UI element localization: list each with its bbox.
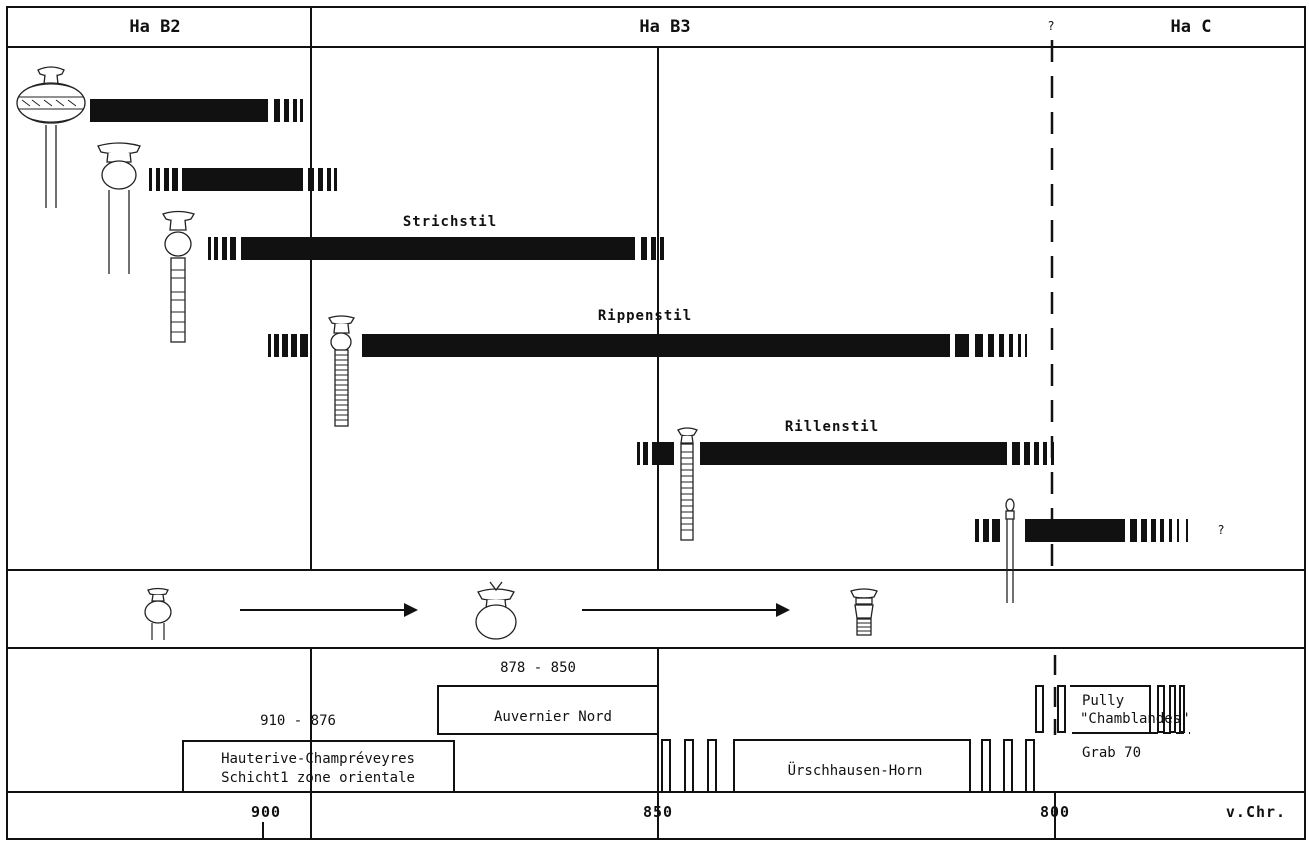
range-bar-rippenstil xyxy=(268,334,1027,357)
axis-unit: v.Chr. xyxy=(1226,803,1286,821)
axis-tick-800: 800 xyxy=(1040,803,1070,821)
hauterive-dates: 910 - 876 xyxy=(260,713,336,729)
evolution-pin-head-1-icon xyxy=(144,587,172,640)
pully-label-line1: Pully xyxy=(1082,693,1124,709)
period-ha-c: Ha C xyxy=(1171,17,1212,37)
pin-icon-thin-late xyxy=(1005,498,1015,603)
outer-frame xyxy=(6,6,1306,840)
evolution-arrow-2 xyxy=(582,603,790,617)
evolution-arrow-1 xyxy=(240,603,418,617)
pully-pillars-right xyxy=(1157,685,1185,733)
pin-icon-vase-head-2 xyxy=(97,142,141,274)
urschhausen-label: Ürschhausen-Horn xyxy=(788,761,923,779)
evolution-pin-head-2-icon xyxy=(475,581,517,640)
late-question-mark: ? xyxy=(1217,523,1224,537)
range-bar-2 xyxy=(149,168,337,191)
hauterive-label-line1: Hauterive-Champréveyres xyxy=(221,751,415,767)
period-ha-b2: Ha B2 xyxy=(129,17,180,37)
pin-icon-grooved-rillenstil xyxy=(677,427,698,541)
pully-label-line2: "Chamblandes" xyxy=(1080,711,1190,727)
auvernier-dates: 878 - 850 xyxy=(500,660,576,676)
period-ha-b3: Ha B3 xyxy=(639,17,690,37)
hauterive-box xyxy=(182,740,455,793)
label-rillenstil: Rillenstil xyxy=(785,419,879,435)
hauterive-label-line2: Schicht1 zone orientale xyxy=(221,770,415,786)
period-boundary-question: ? xyxy=(1047,19,1054,33)
range-bar-strichstil xyxy=(208,237,664,260)
pin-icon-vase-head-3 xyxy=(162,210,195,343)
range-bar-1 xyxy=(90,99,303,122)
pin-icon-ribbed-rippenstil xyxy=(328,315,355,427)
label-strichstil: Strichstil xyxy=(403,214,497,230)
axis-tick-850: 850 xyxy=(643,803,673,821)
range-bar-rillenstil xyxy=(637,442,1054,465)
axis-tick-900: 900 xyxy=(251,803,281,821)
pully-box xyxy=(1070,685,1151,734)
label-rippenstil: Rippenstil xyxy=(598,308,692,324)
urschhausen-pillars-left xyxy=(661,739,717,793)
range-bar-late xyxy=(975,519,1188,542)
auvernier-label: Auvernier Nord xyxy=(494,709,612,725)
urschhausen-box xyxy=(733,739,971,793)
pully-pillars-left xyxy=(1035,685,1066,733)
urschhausen-pillars-right xyxy=(981,739,1035,793)
pin-icon-decorated-large xyxy=(16,66,86,208)
evolution-pin-head-3-icon xyxy=(850,588,878,636)
grab-label: Grab 70 xyxy=(1082,745,1141,761)
auvernier-box xyxy=(437,685,659,735)
